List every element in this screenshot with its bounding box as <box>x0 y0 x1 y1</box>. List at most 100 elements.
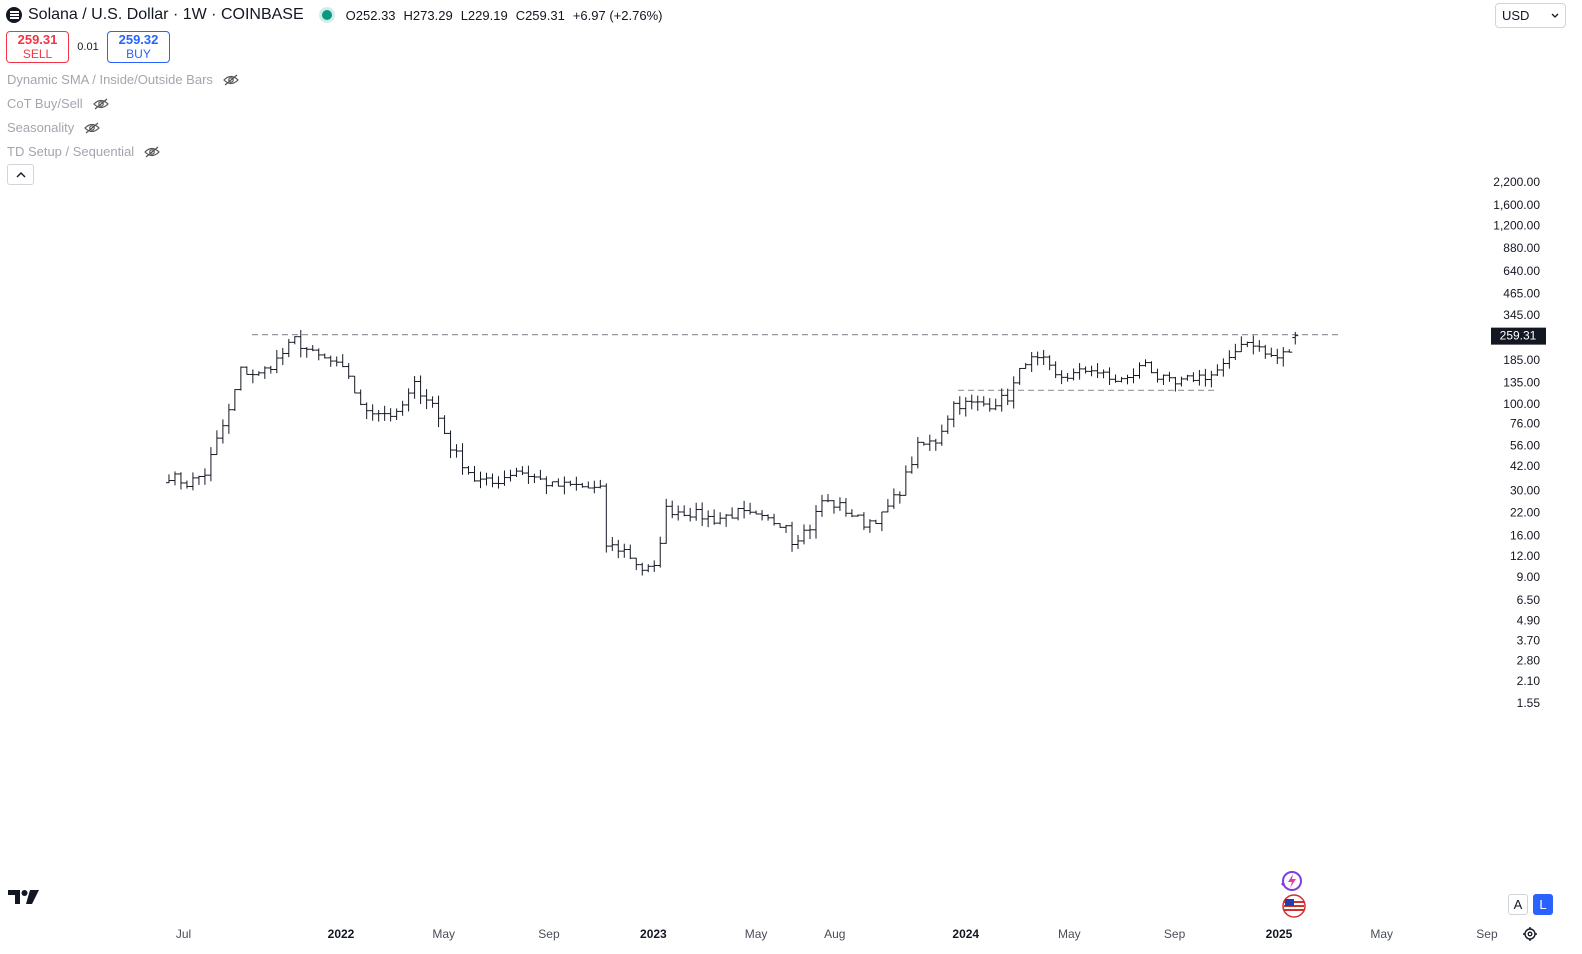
indicator-label: TD Setup / Sequential <box>7 144 135 159</box>
price-bar <box>681 505 688 517</box>
price-tick-label: 30.00 <box>1510 483 1540 497</box>
price-bar <box>962 397 969 417</box>
price-tick-label: 135.00 <box>1503 375 1540 389</box>
close-label: C <box>515 7 526 23</box>
low-value: 229.19 <box>467 7 508 23</box>
price-bar <box>417 375 424 405</box>
price-bar <box>597 479 604 489</box>
indicator-label: CoT Buy/Sell <box>7 96 83 111</box>
indicator-seasonality[interactable]: Seasonality <box>7 120 101 135</box>
price-bar <box>1232 343 1239 361</box>
log-scale-button[interactable]: L <box>1533 894 1553 915</box>
eye-hidden-icon[interactable] <box>92 98 109 110</box>
price-bar <box>273 349 280 374</box>
price-bar <box>1058 370 1065 385</box>
time-tick-label: 2022 <box>328 927 355 941</box>
price-bar <box>1124 374 1131 385</box>
price-bar <box>1130 368 1137 384</box>
price-bar <box>759 510 766 521</box>
symbol-title[interactable]: Solana / U.S. Dollar · 1W · COINBASE <box>28 6 304 23</box>
price-bar <box>297 330 304 358</box>
tradingview-logo-icon[interactable] <box>8 888 40 906</box>
price-bar <box>896 491 903 504</box>
price-bar <box>237 366 244 391</box>
price-bar <box>854 514 861 517</box>
open-label: O <box>345 7 356 23</box>
price-bar <box>585 481 592 489</box>
price-bar <box>255 371 262 376</box>
spread-value: 0.01 <box>77 41 99 53</box>
price-tick-label: 640.00 <box>1503 264 1540 278</box>
price-bar <box>471 466 478 482</box>
price-bar <box>1178 376 1185 387</box>
collapse-indicators-button[interactable] <box>7 164 34 185</box>
price-bar <box>1082 366 1089 374</box>
sell-button[interactable]: 259.31 SELL <box>6 31 69 63</box>
lightning-icon[interactable] <box>1278 870 1304 894</box>
price-bar <box>902 465 909 496</box>
price-bar <box>213 430 220 456</box>
price-bar <box>1166 371 1173 382</box>
currency-select[interactable]: USD <box>1495 3 1566 28</box>
indicator-cot[interactable]: CoT Buy/Sell <box>7 96 109 111</box>
buy-button[interactable]: 259.32 BUY <box>107 31 170 63</box>
gear-icon[interactable] <box>1522 926 1538 942</box>
price-bar <box>663 498 670 544</box>
price-bar <box>657 536 664 568</box>
price-bar <box>435 395 442 428</box>
price-bar <box>1202 368 1209 387</box>
price-bar <box>1226 350 1233 369</box>
price-bar <box>171 471 178 486</box>
price-bar <box>651 560 658 572</box>
auto-scale-button[interactable]: A <box>1508 894 1528 915</box>
price-bar <box>279 347 286 366</box>
price-bar <box>561 476 568 495</box>
price-bar <box>771 513 778 526</box>
price-bar <box>1172 376 1179 392</box>
indicator-td-sequential[interactable]: TD Setup / Sequential <box>7 144 161 159</box>
price-tick-label: 185.00 <box>1503 353 1540 367</box>
high-label: H <box>403 7 413 23</box>
price-bar <box>537 469 544 480</box>
chevron-down-icon <box>1551 13 1559 18</box>
ohlc-values: O252.33 H273.29 L229.19 C259.31 +6.97 (+… <box>346 8 663 23</box>
price-bar <box>860 512 867 531</box>
price-bar <box>591 480 598 494</box>
indicator-dynamic-sma[interactable]: Dynamic SMA / Inside/Outside Bars <box>7 72 239 87</box>
price-bar <box>351 375 358 394</box>
price-bar <box>1184 374 1191 381</box>
close-value: 259.31 <box>525 7 565 23</box>
price-tick-label: 2.80 <box>1517 654 1541 668</box>
price-bar <box>633 557 640 571</box>
price-bar <box>1142 359 1149 367</box>
eye-hidden-icon[interactable] <box>223 74 239 86</box>
price-bar <box>890 488 897 509</box>
price-bar <box>195 475 202 485</box>
price-bar <box>693 502 700 521</box>
price-bar <box>363 402 370 420</box>
price-bar <box>345 363 352 379</box>
market-status-icon[interactable] <box>321 10 332 20</box>
price-bar <box>249 369 256 384</box>
price-bar <box>387 408 394 422</box>
eye-hidden-icon[interactable] <box>144 146 161 158</box>
last-price-box <box>1491 327 1546 345</box>
price-bar <box>411 375 418 399</box>
price-bar <box>165 474 172 484</box>
price-tick-label: 1,200.00 <box>1493 219 1540 233</box>
price-bar <box>555 478 562 487</box>
price-bar <box>1148 361 1155 374</box>
price-bar <box>1292 331 1299 345</box>
price-bar <box>375 409 382 422</box>
us-flag-icon[interactable] <box>1280 894 1308 918</box>
price-tick-label: 2,200.00 <box>1493 175 1540 189</box>
price-tick-label: 56.00 <box>1510 439 1540 453</box>
price-bar <box>1238 336 1245 353</box>
price-tick-label: 345.00 <box>1503 308 1540 322</box>
time-tick-label: May <box>1370 927 1393 941</box>
eye-hidden-icon[interactable] <box>84 122 101 134</box>
price-axis[interactable]: 2,200.00 1,600.00 1,200.00 880.00 640.00 465.… <box>1493 175 1540 710</box>
price-bar <box>183 480 190 489</box>
price-bar <box>489 473 496 488</box>
